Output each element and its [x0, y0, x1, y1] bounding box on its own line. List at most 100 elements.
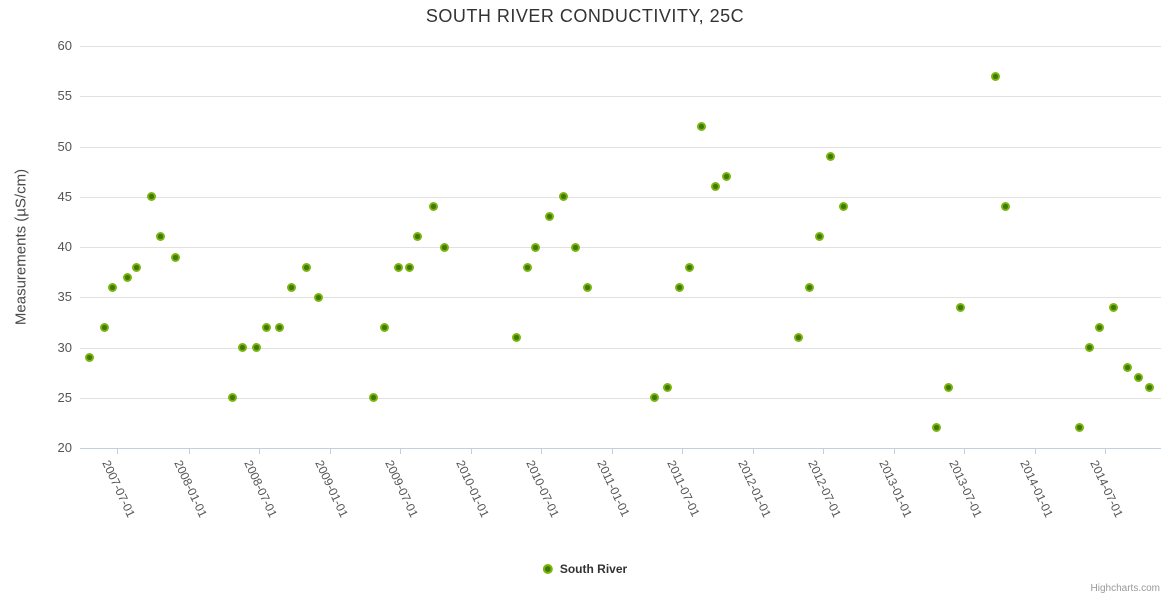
gridline — [80, 46, 1161, 47]
data-point[interactable] — [685, 262, 695, 272]
legend-marker-icon — [542, 564, 553, 574]
chart-title: SOUTH RIVER CONDUCTIVITY, 25C — [425, 6, 745, 26]
data-point[interactable] — [238, 343, 248, 352]
data-point[interactable] — [932, 423, 942, 433]
data-point[interactable] — [523, 262, 533, 272]
x-tick-label: 2012-01-01 — [735, 458, 774, 520]
data-point[interactable] — [696, 121, 706, 131]
data-point[interactable] — [132, 262, 142, 272]
data-point[interactable] — [710, 182, 720, 192]
x-tick-label: 2010-01-01 — [453, 458, 492, 520]
data-point[interactable] — [582, 282, 592, 292]
data-point[interactable] — [108, 282, 118, 292]
x-tick-mark — [541, 449, 542, 454]
data-point[interactable] — [825, 152, 835, 162]
x-tick-label: 2008-01-01 — [171, 458, 210, 520]
data-point[interactable] — [380, 322, 390, 332]
data-point[interactable] — [123, 272, 132, 282]
y-axis-title: Measurements (µS/cm) — [12, 168, 30, 326]
data-point[interactable] — [1134, 373, 1144, 383]
x-tick-mark — [189, 449, 190, 454]
data-point[interactable] — [146, 192, 156, 202]
x-tick-label: 2014-07-01 — [1087, 458, 1126, 520]
data-point[interactable] — [663, 383, 673, 393]
data-point[interactable] — [722, 172, 732, 182]
x-axis-line — [80, 448, 1161, 449]
highcharts-credits-link[interactable]: Highcharts.com — [1090, 583, 1160, 594]
data-point[interactable] — [274, 322, 284, 332]
data-point[interactable] — [570, 242, 580, 252]
x-tick-mark — [612, 449, 613, 454]
x-tick-mark — [1035, 449, 1036, 454]
data-point[interactable] — [545, 212, 555, 222]
x-tick-label: 2012-07-01 — [805, 458, 844, 520]
x-tick-mark — [823, 449, 824, 454]
y-tick-label: 40 — [57, 239, 72, 254]
x-tick-label: 2013-01-01 — [876, 458, 915, 520]
x-tick-mark — [894, 449, 895, 454]
y-tick-label: 35 — [57, 289, 72, 304]
data-point[interactable] — [156, 232, 166, 242]
data-point[interactable] — [839, 202, 849, 212]
x-tick-label: 2014-01-01 — [1017, 458, 1056, 520]
x-tick-label: 2011-07-01 — [664, 458, 703, 519]
data-point[interactable] — [85, 353, 95, 363]
data-point[interactable] — [170, 252, 180, 262]
x-tick-mark — [471, 449, 472, 454]
data-point[interactable] — [404, 262, 414, 272]
data-point[interactable] — [286, 282, 296, 292]
data-point[interactable] — [1084, 343, 1094, 352]
data-point[interactable] — [559, 192, 569, 202]
data-point[interactable] — [301, 262, 311, 272]
data-point[interactable] — [1000, 202, 1010, 212]
data-point[interactable] — [1108, 302, 1118, 312]
x-tick-label: 2011-01-01 — [594, 458, 633, 519]
y-tick-label: 30 — [57, 340, 72, 355]
y-tick-label: 20 — [57, 440, 72, 455]
x-tick-mark — [400, 449, 401, 454]
x-tick-label: 2008-07-01 — [241, 458, 280, 520]
data-point[interactable] — [369, 393, 379, 403]
data-point[interactable] — [991, 71, 1001, 81]
data-point[interactable] — [393, 262, 403, 272]
gridline — [80, 147, 1161, 148]
x-tick-mark — [330, 449, 331, 454]
x-tick-mark — [682, 449, 683, 454]
data-point[interactable] — [262, 322, 272, 332]
data-point[interactable] — [793, 332, 803, 342]
data-point[interactable] — [1074, 423, 1084, 433]
x-tick-mark — [964, 449, 965, 454]
gridline — [80, 297, 1161, 298]
x-tick-label: 2009-01-01 — [312, 458, 351, 520]
y-tick-label: 55 — [57, 88, 72, 103]
data-point[interactable] — [955, 302, 965, 312]
gridline — [80, 247, 1161, 248]
data-point[interactable] — [944, 383, 954, 393]
data-point[interactable] — [1144, 383, 1154, 393]
data-point[interactable] — [814, 232, 824, 242]
gridline — [80, 398, 1161, 399]
legend-label: South River — [559, 562, 628, 576]
data-point[interactable] — [650, 393, 660, 403]
data-point[interactable] — [439, 242, 449, 252]
legend-item-south-river[interactable]: South River — [542, 562, 628, 576]
data-point[interactable] — [313, 292, 323, 302]
x-tick-label: 2010-07-01 — [523, 458, 562, 520]
y-tick-label: 60 — [57, 38, 72, 53]
x-tick-mark — [117, 449, 118, 454]
data-point[interactable] — [251, 343, 261, 352]
data-point[interactable] — [512, 332, 522, 342]
data-point[interactable] — [1122, 363, 1132, 373]
x-tick-mark — [259, 449, 260, 454]
y-tick-label: 50 — [57, 139, 72, 154]
data-point[interactable] — [228, 393, 238, 403]
data-point[interactable] — [674, 282, 684, 292]
x-tick-label: 2009-07-01 — [382, 458, 421, 520]
data-point[interactable] — [428, 202, 438, 212]
data-point[interactable] — [1095, 322, 1105, 332]
data-point[interactable] — [531, 242, 541, 252]
data-point[interactable] — [412, 232, 422, 242]
data-point[interactable] — [804, 282, 814, 292]
data-point[interactable] — [100, 322, 110, 332]
